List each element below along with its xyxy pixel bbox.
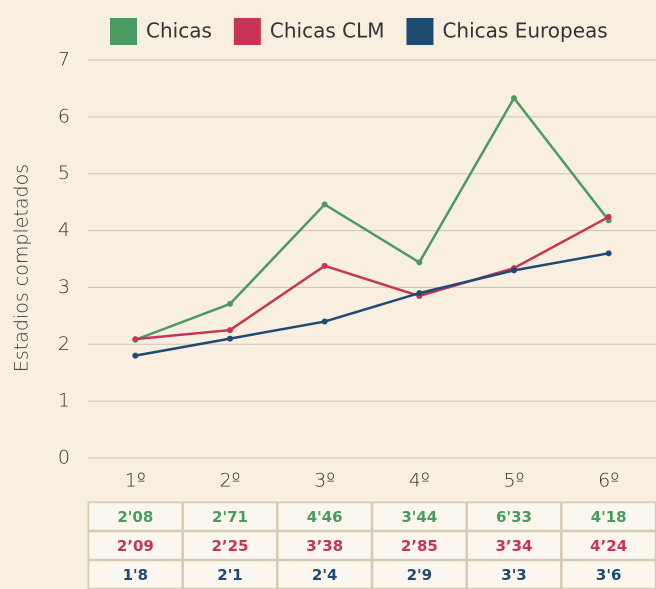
x-tick-label: 2º	[219, 470, 240, 492]
point	[227, 300, 233, 307]
table-value: 2'4	[312, 566, 337, 584]
y-tick-label: 1	[58, 390, 70, 412]
series-line	[135, 215, 610, 341]
table-cell	[371, 501, 467, 532]
table-value: 4’24	[590, 537, 627, 555]
table-value: 2’09	[117, 537, 154, 555]
legend-label: Chicas CLM	[270, 19, 385, 43]
table-value: 2’25	[211, 537, 248, 555]
table-value: 2'1	[217, 566, 242, 584]
table-value: 3’38	[306, 537, 343, 555]
x-tick-label: 6º	[598, 470, 619, 492]
table-value: 1'8	[123, 566, 148, 584]
legend-swatch	[233, 18, 261, 45]
table-value: 2'71	[212, 508, 248, 526]
table-cell	[87, 501, 183, 532]
table-value: 3'3	[501, 566, 526, 584]
legend-swatch	[110, 18, 137, 45]
table-cell	[277, 501, 373, 532]
table-value: 6'33	[496, 508, 532, 526]
point	[321, 201, 328, 208]
point	[511, 267, 517, 274]
point	[416, 259, 423, 266]
point	[321, 262, 328, 269]
y-tick-label: 7	[58, 49, 70, 71]
x-tick-label: 4º	[409, 470, 430, 492]
point	[605, 250, 612, 257]
point	[227, 327, 233, 334]
point	[132, 352, 139, 359]
table-value: 3’34	[495, 537, 532, 555]
table-cell	[466, 501, 562, 532]
table-cell	[466, 530, 562, 561]
table-value: 2'08	[117, 508, 153, 526]
y-tick-label: 2	[58, 333, 70, 355]
table-value: 2'9	[407, 566, 432, 584]
point	[416, 290, 423, 297]
table-cell	[87, 530, 183, 561]
series-line	[134, 95, 610, 341]
point	[132, 336, 139, 343]
table-value: 4'18	[591, 508, 627, 526]
y-tick-label: 6	[58, 105, 70, 127]
table-cell	[277, 530, 373, 561]
series-line	[135, 252, 609, 357]
table-cell	[371, 530, 467, 561]
point	[227, 335, 233, 342]
y-axis-label: Estadios completados	[11, 164, 33, 372]
point	[605, 213, 612, 220]
x-tick-label: 5º	[503, 470, 524, 492]
table-cell	[182, 501, 278, 532]
x-tick-label: 1º	[125, 470, 146, 492]
legend-swatch	[406, 18, 434, 45]
point	[321, 318, 328, 325]
legend-label: Chicas Europeas	[442, 19, 607, 43]
y-tick-label: 4	[58, 219, 70, 241]
y-tick-label: 5	[58, 162, 70, 184]
point	[511, 95, 517, 102]
table-value: 4'46	[307, 508, 343, 526]
y-tick-label: 3	[58, 276, 70, 298]
table-value: 3'6	[596, 566, 621, 584]
table-cell	[182, 530, 278, 561]
legend-label: Chicas	[146, 19, 212, 43]
table-value: 3'44	[401, 508, 437, 526]
y-tick-label: 0	[58, 447, 70, 469]
table-value: 2’85	[401, 537, 438, 555]
x-tick-label: 3º	[314, 470, 335, 492]
